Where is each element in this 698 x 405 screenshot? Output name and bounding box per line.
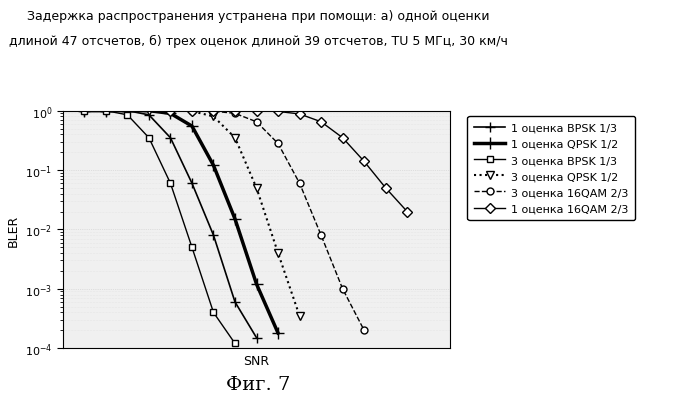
3 оценка BPSK 1/3 — [124, 113, 132, 118]
3 оценка 16QAM 2/3 — [360, 328, 369, 333]
1 оценка QPSK 1/2 — [231, 217, 239, 222]
3 оценка BPSK 1/3 — [144, 136, 153, 141]
Text: Задержка распространения устранена при помощи: а) одной оценки: Задержка распространения устранена при п… — [27, 10, 489, 23]
Line: 1 оценка 16QAM 2/3: 1 оценка 16QAM 2/3 — [167, 108, 410, 215]
3 оценка 16QAM 2/3 — [188, 109, 196, 114]
1 оценка QPSK 1/2 — [209, 164, 218, 168]
3 оценка 16QAM 2/3 — [166, 109, 174, 114]
1 оценка 16QAM 2/3 — [274, 110, 282, 115]
3 оценка BPSK 1/3 — [80, 109, 89, 114]
3 оценка QPSK 1/2 — [166, 109, 174, 114]
1 оценка 16QAM 2/3 — [188, 109, 196, 114]
3 оценка QPSK 1/2 — [231, 136, 239, 141]
1 оценка QPSK 1/2 — [124, 109, 132, 114]
Line: 3 оценка 16QAM 2/3: 3 оценка 16QAM 2/3 — [167, 108, 368, 334]
3 оценка QPSK 1/2 — [295, 313, 304, 318]
Legend: 1 оценка BPSK 1/3, 1 оценка QPSK 1/2, 3 оценка BPSK 1/3, 3 оценка QPSK 1/2, 3 оц: 1 оценка BPSK 1/3, 1 оценка QPSK 1/2, 3 … — [468, 117, 634, 221]
1 оценка 16QAM 2/3 — [381, 186, 389, 191]
3 оценка 16QAM 2/3 — [231, 112, 239, 117]
1 оценка 16QAM 2/3 — [317, 120, 325, 125]
3 оценка 16QAM 2/3 — [339, 287, 347, 292]
1 оценка QPSK 1/2 — [166, 112, 174, 117]
3 оценка BPSK 1/3 — [231, 341, 239, 346]
1 оценка QPSK 1/2 — [188, 124, 196, 129]
3 оценка BPSK 1/3 — [166, 181, 174, 186]
3 оценка 16QAM 2/3 — [295, 181, 304, 186]
3 оценка BPSK 1/3 — [209, 310, 218, 315]
Line: 3 оценка QPSK 1/2: 3 оценка QPSK 1/2 — [144, 107, 304, 320]
3 оценка 16QAM 2/3 — [209, 109, 218, 114]
Line: 3 оценка BPSK 1/3: 3 оценка BPSK 1/3 — [81, 108, 239, 347]
3 оценка 16QAM 2/3 — [317, 233, 325, 238]
1 оценка 16QAM 2/3 — [166, 109, 174, 114]
3 оценка 16QAM 2/3 — [274, 142, 282, 147]
1 оценка BPSK 1/3 — [166, 136, 174, 141]
1 оценка QPSK 1/2 — [274, 331, 282, 336]
1 оценка QPSK 1/2 — [144, 109, 153, 114]
3 оценка 16QAM 2/3 — [253, 120, 261, 125]
3 оценка QPSK 1/2 — [253, 186, 261, 191]
1 оценка 16QAM 2/3 — [295, 112, 304, 117]
1 оценка BPSK 1/3 — [253, 335, 261, 340]
1 оценка 16QAM 2/3 — [360, 160, 369, 164]
1 оценка BPSK 1/3 — [124, 109, 132, 114]
3 оценка BPSK 1/3 — [102, 109, 110, 114]
1 оценка 16QAM 2/3 — [209, 109, 218, 114]
Line: 1 оценка QPSK 1/2: 1 оценка QPSK 1/2 — [79, 106, 283, 339]
1 оценка 16QAM 2/3 — [403, 209, 411, 214]
X-axis label: SNR: SNR — [244, 354, 269, 367]
1 оценка 16QAM 2/3 — [339, 136, 347, 141]
1 оценка QPSK 1/2 — [80, 109, 89, 114]
Text: Фиг. 7: Фиг. 7 — [226, 375, 290, 393]
Line: 1 оценка BPSK 1/3: 1 оценка BPSK 1/3 — [80, 107, 261, 343]
1 оценка QPSK 1/2 — [102, 109, 110, 114]
1 оценка 16QAM 2/3 — [231, 109, 239, 114]
1 оценка 16QAM 2/3 — [253, 109, 261, 114]
3 оценка QPSK 1/2 — [144, 109, 153, 114]
1 оценка QPSK 1/2 — [253, 282, 261, 287]
3 оценка QPSK 1/2 — [274, 251, 282, 256]
3 оценка BPSK 1/3 — [188, 245, 196, 250]
Text: длиной 47 отсчетов, б) трех оценок длиной 39 отсчетов, TU 5 МГц, 30 км/ч: длиной 47 отсчетов, б) трех оценок длино… — [9, 34, 507, 47]
3 оценка QPSK 1/2 — [209, 115, 218, 119]
1 оценка BPSK 1/3 — [102, 109, 110, 114]
1 оценка BPSK 1/3 — [231, 300, 239, 305]
3 оценка QPSK 1/2 — [188, 109, 196, 114]
Y-axis label: BLER: BLER — [6, 214, 20, 246]
1 оценка BPSK 1/3 — [188, 181, 196, 186]
1 оценка BPSK 1/3 — [209, 233, 218, 238]
1 оценка BPSK 1/3 — [144, 113, 153, 118]
1 оценка BPSK 1/3 — [80, 109, 89, 114]
